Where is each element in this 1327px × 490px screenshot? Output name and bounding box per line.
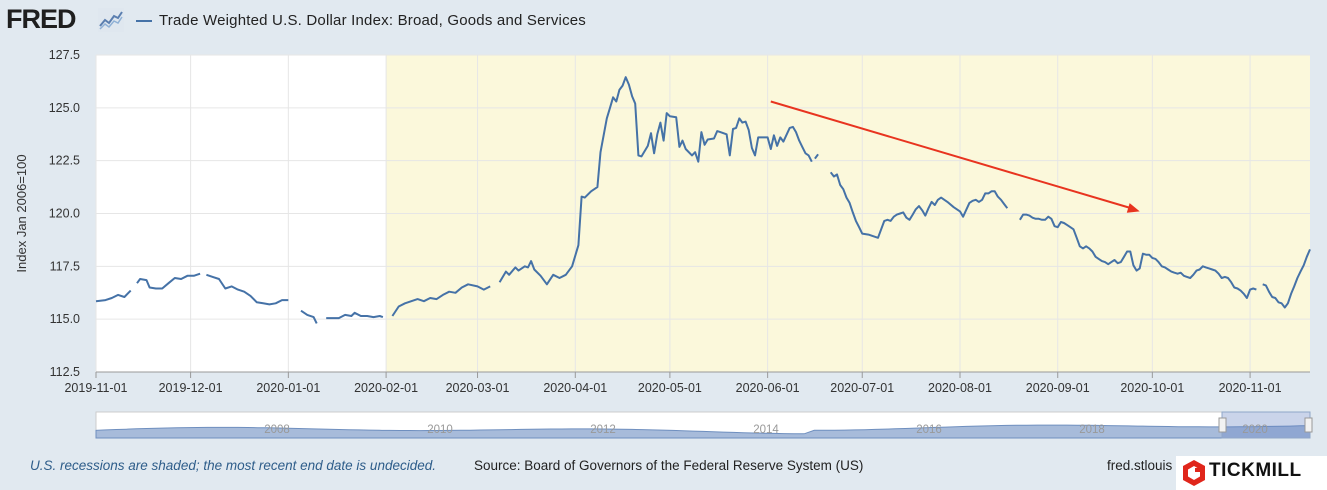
- tickmill-watermark: TICKMILL: [1176, 456, 1327, 490]
- navigator-year-label: 2020: [1242, 424, 1268, 436]
- x-tick-label: 2020-10-01: [1120, 381, 1184, 395]
- series-line-segment: [391, 283, 491, 317]
- x-tick-label: 2020-03-01: [446, 381, 510, 395]
- navigator-selection: [1221, 411, 1311, 439]
- chart-legend[interactable]: Trade Weighted U.S. Dollar Index: Broad,…: [136, 12, 586, 29]
- series-line-segment: [814, 153, 819, 160]
- y-tick-label: 117.5: [50, 259, 80, 273]
- series-line-segment: [1262, 249, 1311, 309]
- recession-note: U.S. recessions are shaded; the most rec…: [30, 458, 436, 473]
- fred-url[interactable]: fred.stlouis: [1107, 458, 1173, 473]
- x-tick-label: 2020-11-01: [1219, 381, 1282, 395]
- navigator-year-label: 2018: [1079, 424, 1105, 436]
- x-tick-label: 2019-12-01: [159, 381, 223, 395]
- y-tick-label: 120.0: [49, 207, 80, 221]
- navigator-year-label: 2016: [916, 424, 942, 436]
- x-tick-label: 2020-01-01: [256, 381, 320, 395]
- tickmill-logo-icon: [1183, 460, 1205, 486]
- x-tick-label: 2020-06-01: [736, 381, 800, 395]
- y-tick-label: 125.0: [49, 101, 80, 115]
- y-axis-label: Index Jan 2006=100: [14, 154, 29, 272]
- x-tick-label: 2020-07-01: [830, 381, 894, 395]
- navigator-handle[interactable]: [1218, 417, 1227, 433]
- fred-logo[interactable]: FRED: [6, 4, 76, 34]
- series-line-segment: [136, 272, 201, 290]
- legend-swatch: [136, 19, 152, 22]
- y-tick-label: 122.5: [49, 154, 80, 168]
- y-tick-label: 112.5: [50, 365, 80, 379]
- series-line-segment: [326, 311, 384, 320]
- navigator-year-label: 2010: [427, 424, 453, 436]
- navigator-year-label: 2008: [264, 424, 290, 436]
- x-tick-label: 2020-02-01: [354, 381, 418, 395]
- series-line-segment: [1019, 213, 1257, 299]
- series-line-segment: [95, 289, 132, 303]
- x-tick-label: 2020-09-01: [1026, 381, 1090, 395]
- navigator-year-label: 2014: [753, 424, 779, 436]
- navigator-handle[interactable]: [1304, 417, 1313, 433]
- fred-spark-icon: [98, 8, 124, 32]
- source-note: Source: Board of Governors of the Federa…: [474, 458, 864, 473]
- navigator-year-label: 2012: [590, 424, 616, 436]
- legend-label: Trade Weighted U.S. Dollar Index: Broad,…: [159, 12, 587, 29]
- line-chart[interactable]: 112.5 115.0 117.5 120.0 122.5 125.0 127.5 2019-…: [0, 40, 1327, 445]
- series-line-segment: [300, 309, 318, 324]
- x-tick-label: 2020-08-01: [928, 381, 992, 395]
- series-line-segment: [206, 273, 289, 306]
- series-line-segment: [829, 171, 1009, 239]
- trend-arrow-head: [1126, 203, 1140, 213]
- navigator-series: [95, 424, 1311, 439]
- chart-header: FRED Trade Weighted U.S. Dollar Index: B…: [0, 0, 1327, 44]
- trend-arrow: [770, 100, 1133, 210]
- y-tick-label: 127.5: [49, 48, 80, 62]
- y-tick-label: 115.0: [50, 312, 80, 326]
- series-line-segment: [498, 76, 813, 286]
- x-tick-label: 2020-05-01: [638, 381, 702, 395]
- x-tick-label: 2020-04-01: [543, 381, 607, 395]
- tickmill-brand: TICKMILL: [1209, 460, 1302, 481]
- x-tick-label: 2019-11-01: [64, 381, 127, 395]
